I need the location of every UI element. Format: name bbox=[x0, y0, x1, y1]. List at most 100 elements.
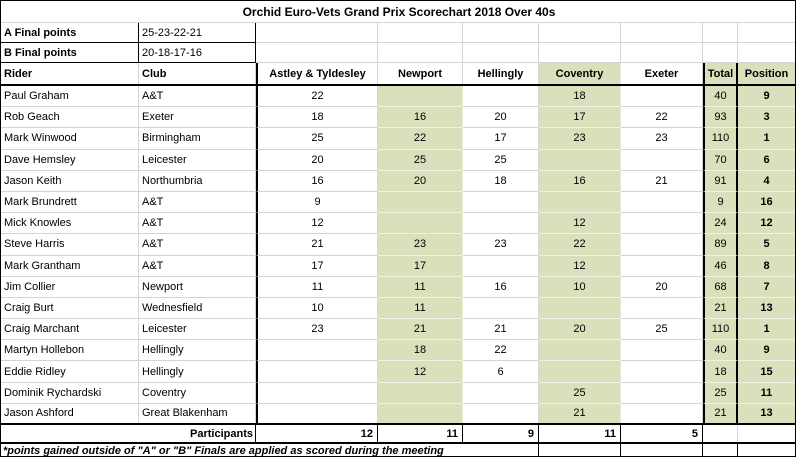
position-cell[interactable]: 8 bbox=[738, 255, 795, 277]
position-cell[interactable]: 11 bbox=[738, 382, 795, 404]
total-cell[interactable]: 21 bbox=[703, 403, 738, 423]
rider-name-cell[interactable]: Dominik Rychardski bbox=[1, 382, 139, 404]
score-cell-hellingly[interactable] bbox=[463, 213, 539, 235]
score-cell-exeter[interactable]: 23 bbox=[621, 128, 703, 150]
club-cell[interactable]: Leicester bbox=[139, 149, 256, 171]
col-header-exeter[interactable]: Exeter bbox=[621, 63, 703, 84]
total-cell[interactable]: 40 bbox=[703, 340, 738, 362]
total-cell[interactable]: 9 bbox=[703, 191, 738, 214]
position-cell[interactable]: 13 bbox=[738, 297, 795, 320]
position-cell[interactable]: 7 bbox=[738, 276, 795, 298]
score-cell-hellingly[interactable]: 20 bbox=[463, 107, 539, 129]
club-cell[interactable]: Birmingham bbox=[139, 128, 256, 150]
score-cell-hellingly[interactable]: 17 bbox=[463, 128, 539, 150]
rider-name-cell[interactable]: Mick Knowles bbox=[1, 213, 139, 235]
position-cell[interactable]: 6 bbox=[738, 149, 795, 171]
club-cell[interactable]: Great Blakenham bbox=[139, 403, 256, 423]
rider-name-cell[interactable]: Dave Hemsley bbox=[1, 149, 139, 171]
col-header-astley-tyldesley[interactable]: Astley & Tyldesley bbox=[256, 63, 378, 84]
score-cell-astley[interactable] bbox=[256, 403, 378, 423]
score-cell-hellingly[interactable] bbox=[463, 255, 539, 277]
score-cell-astley[interactable]: 25 bbox=[256, 128, 378, 150]
score-cell-exeter[interactable] bbox=[621, 297, 703, 320]
rider-name-cell[interactable]: Jim Collier bbox=[1, 276, 139, 298]
rider-name-cell[interactable]: Craig Marchant bbox=[1, 319, 139, 341]
total-cell[interactable]: 93 bbox=[703, 107, 738, 129]
position-cell[interactable]: 9 bbox=[738, 86, 795, 108]
col-header-total[interactable]: Total bbox=[703, 63, 738, 84]
score-cell-astley[interactable] bbox=[256, 382, 378, 404]
score-cell-astley[interactable]: 23 bbox=[256, 319, 378, 341]
score-cell-newport[interactable]: 16 bbox=[378, 107, 463, 129]
position-cell[interactable]: 3 bbox=[738, 107, 795, 129]
score-cell-hellingly[interactable] bbox=[463, 297, 539, 320]
score-cell-newport[interactable]: 11 bbox=[378, 276, 463, 298]
score-cell-coventry[interactable]: 25 bbox=[539, 382, 621, 404]
score-cell-astley[interactable] bbox=[256, 361, 378, 383]
col-header-rider[interactable]: Rider bbox=[1, 63, 139, 84]
score-cell-hellingly[interactable]: 21 bbox=[463, 319, 539, 341]
score-cell-exeter[interactable] bbox=[621, 149, 703, 171]
score-cell-astley[interactable]: 16 bbox=[256, 170, 378, 192]
score-cell-astley[interactable]: 17 bbox=[256, 255, 378, 277]
position-cell[interactable]: 12 bbox=[738, 213, 795, 235]
total-cell[interactable]: 110 bbox=[703, 128, 738, 150]
rider-name-cell[interactable]: Jason Ashford bbox=[1, 403, 139, 423]
participants-count-hellingly[interactable]: 9 bbox=[463, 425, 539, 442]
position-cell[interactable]: 1 bbox=[738, 128, 795, 150]
club-cell[interactable]: Leicester bbox=[139, 319, 256, 341]
rider-name-cell[interactable]: Paul Graham bbox=[1, 86, 139, 108]
score-cell-coventry[interactable] bbox=[539, 361, 621, 383]
participants-count-exeter[interactable]: 5 bbox=[621, 425, 703, 442]
score-cell-coventry[interactable] bbox=[539, 191, 621, 214]
club-cell[interactable]: A&T bbox=[139, 255, 256, 277]
score-cell-newport[interactable] bbox=[378, 213, 463, 235]
score-cell-exeter[interactable]: 21 bbox=[621, 170, 703, 192]
score-cell-coventry[interactable]: 21 bbox=[539, 403, 621, 423]
score-cell-astley[interactable]: 11 bbox=[256, 276, 378, 298]
rider-name-cell[interactable]: Jason Keith bbox=[1, 170, 139, 192]
total-cell[interactable]: 21 bbox=[703, 297, 738, 320]
score-cell-astley[interactable]: 9 bbox=[256, 191, 378, 214]
position-cell[interactable]: 1 bbox=[738, 319, 795, 341]
score-cell-coventry[interactable]: 22 bbox=[539, 234, 621, 256]
score-cell-exeter[interactable]: 22 bbox=[621, 107, 703, 129]
score-cell-hellingly[interactable] bbox=[463, 191, 539, 214]
score-cell-hellingly[interactable] bbox=[463, 382, 539, 404]
score-cell-hellingly[interactable]: 18 bbox=[463, 170, 539, 192]
score-cell-hellingly[interactable]: 25 bbox=[463, 149, 539, 171]
total-cell[interactable]: 110 bbox=[703, 319, 738, 341]
total-cell[interactable]: 18 bbox=[703, 361, 738, 383]
score-cell-coventry[interactable]: 23 bbox=[539, 128, 621, 150]
b-final-points-value[interactable]: 20-18-17-16 bbox=[139, 43, 256, 63]
score-cell-exeter[interactable] bbox=[621, 191, 703, 214]
score-cell-exeter[interactable] bbox=[621, 340, 703, 362]
score-cell-newport[interactable] bbox=[378, 382, 463, 404]
club-cell[interactable]: A&T bbox=[139, 213, 256, 235]
score-cell-coventry[interactable]: 16 bbox=[539, 170, 621, 192]
total-cell[interactable]: 91 bbox=[703, 170, 738, 192]
col-header-coventry[interactable]: Coventry bbox=[539, 63, 621, 84]
total-cell[interactable]: 24 bbox=[703, 213, 738, 235]
score-cell-newport[interactable]: 20 bbox=[378, 170, 463, 192]
score-cell-hellingly[interactable]: 22 bbox=[463, 340, 539, 362]
club-cell[interactable]: Northumbria bbox=[139, 170, 256, 192]
club-cell[interactable]: Hellingly bbox=[139, 340, 256, 362]
score-cell-astley[interactable]: 12 bbox=[256, 213, 378, 235]
rider-name-cell[interactable]: Mark Winwood bbox=[1, 128, 139, 150]
score-cell-hellingly[interactable]: 23 bbox=[463, 234, 539, 256]
rider-name-cell[interactable]: Mark Brundrett bbox=[1, 191, 139, 214]
position-cell[interactable]: 15 bbox=[738, 361, 795, 383]
participants-count-astley[interactable]: 12 bbox=[256, 425, 378, 442]
club-cell[interactable]: Exeter bbox=[139, 107, 256, 129]
club-cell[interactable]: Wednesfield bbox=[139, 297, 256, 320]
score-cell-coventry[interactable] bbox=[539, 297, 621, 320]
rider-name-cell[interactable]: Craig Burt bbox=[1, 297, 139, 320]
position-cell[interactable]: 13 bbox=[738, 403, 795, 423]
score-cell-coventry[interactable]: 17 bbox=[539, 107, 621, 129]
position-cell[interactable]: 5 bbox=[738, 234, 795, 256]
score-cell-newport[interactable] bbox=[378, 86, 463, 108]
score-cell-newport[interactable]: 22 bbox=[378, 128, 463, 150]
score-cell-coventry[interactable] bbox=[539, 340, 621, 362]
rider-name-cell[interactable]: Martyn Hollebon bbox=[1, 340, 139, 362]
